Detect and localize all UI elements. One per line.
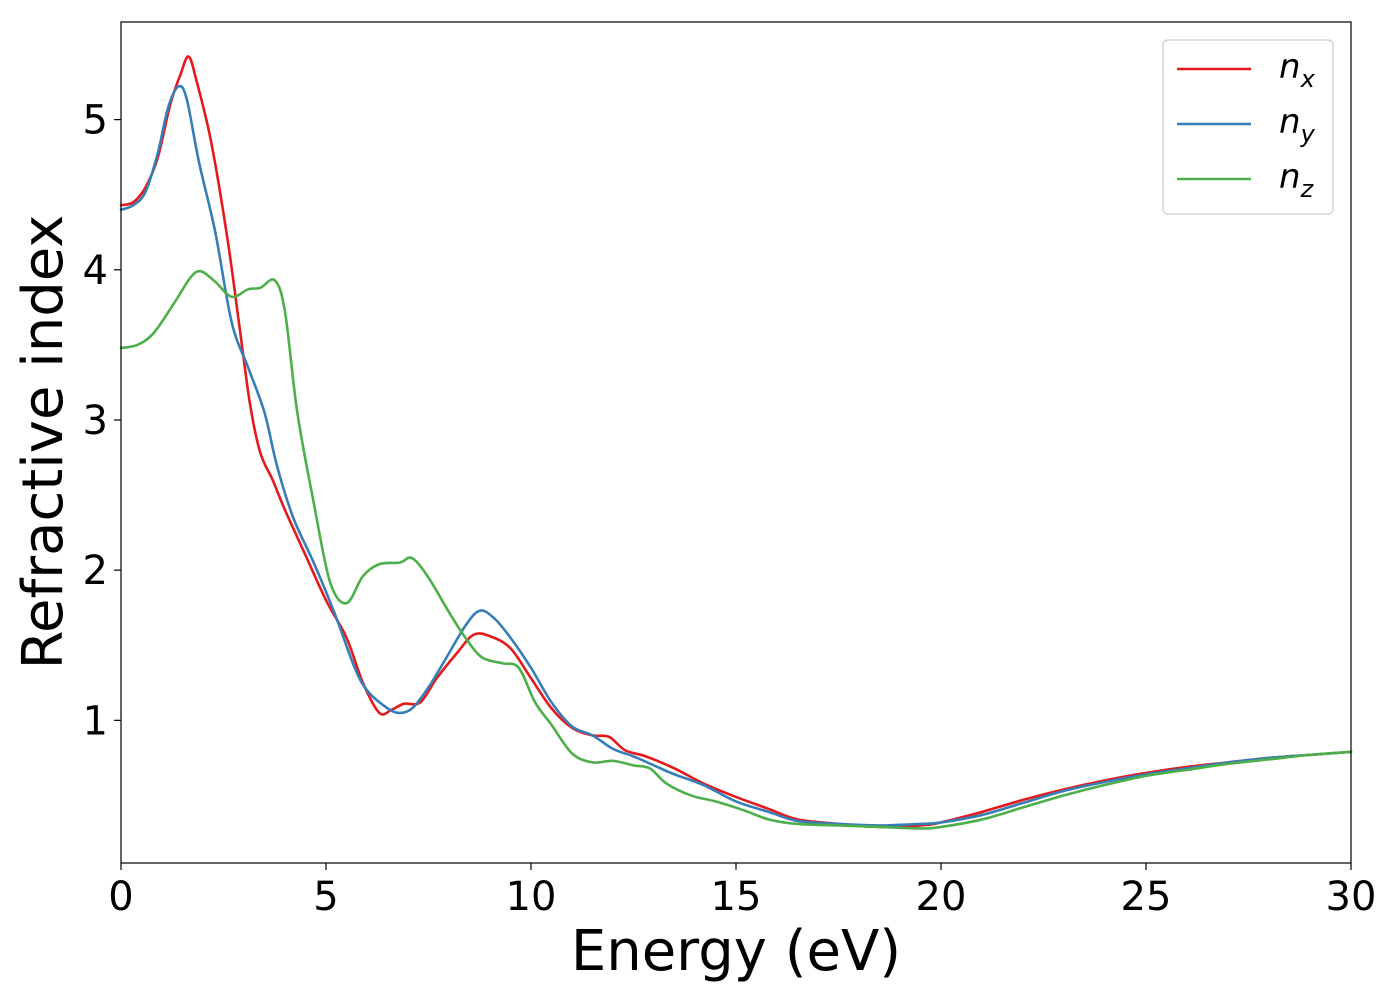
y-tick-label: 5 <box>83 98 108 144</box>
legend-label: ny <box>1279 102 1316 148</box>
series-line-n-x <box>119 55 1353 829</box>
y-axis-label: Refractive index <box>11 215 76 670</box>
x-axis-label: Energy (eV) <box>571 919 901 984</box>
y-tick-label: 2 <box>83 548 108 594</box>
y-tick-label: 4 <box>83 248 108 294</box>
y-tick-label: 3 <box>83 398 108 444</box>
x-tick-label: 25 <box>1121 874 1172 920</box>
x-tick-label: 15 <box>711 874 762 920</box>
y-axis-ticks: 1 2 3 4 5 <box>83 98 121 744</box>
x-axis-ticks: 0 5 10 15 20 25 30 <box>108 863 1376 920</box>
legend: nx ny nz <box>1162 39 1334 215</box>
legend-label: nz <box>1279 157 1315 203</box>
x-tick-label: 10 <box>506 874 557 920</box>
x-tick-label: 0 <box>108 874 133 920</box>
y-tick-label: 1 <box>83 698 108 744</box>
legend-box <box>1162 39 1334 215</box>
x-tick-label: 30 <box>1326 874 1377 920</box>
series-layer <box>119 55 1353 830</box>
series-line-n-y <box>119 84 1353 827</box>
series-line-n-z <box>119 269 1353 830</box>
legend-label: nx <box>1279 47 1316 93</box>
x-tick-label: 5 <box>313 874 338 920</box>
x-tick-label: 20 <box>916 874 967 920</box>
